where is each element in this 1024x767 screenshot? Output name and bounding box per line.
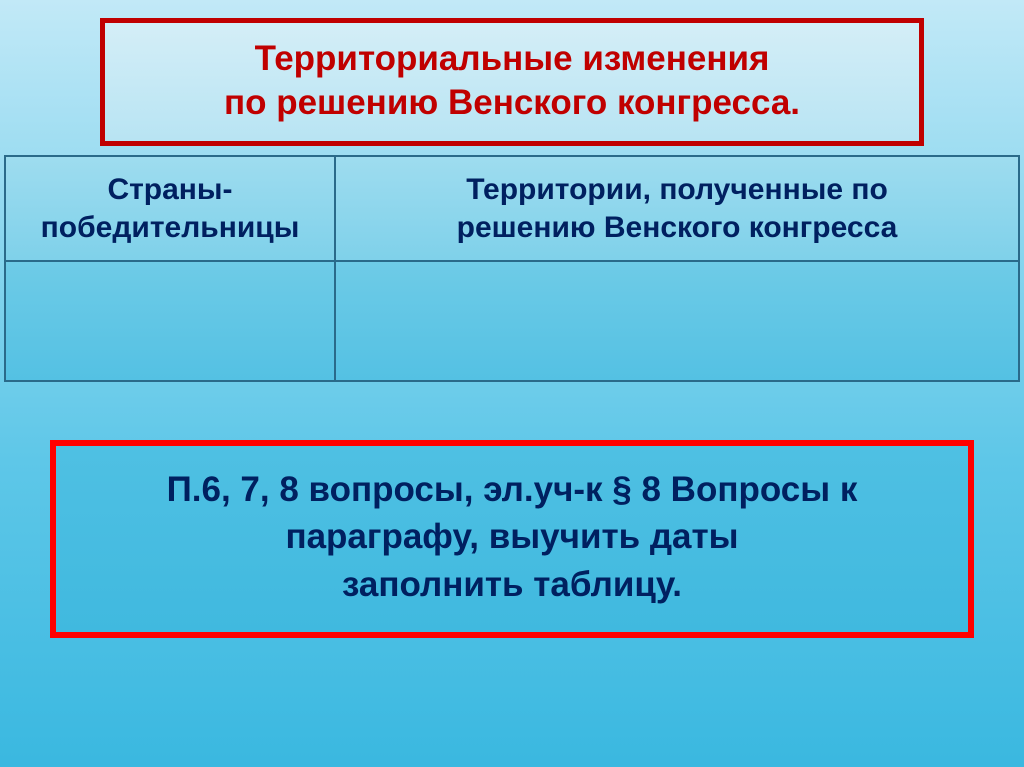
territorial-table: Страны- победительницы Территории, получ… — [4, 155, 1020, 382]
assignment-line3: заполнить таблицу. — [70, 561, 954, 608]
th2-line2: решению Венского конгресса — [457, 211, 898, 244]
title-line2: по решению Венского конгресса. — [115, 81, 909, 125]
assignment-line2: параграфу, выучить даты — [70, 513, 954, 560]
table-header-row: Страны- победительницы Территории, получ… — [5, 156, 1019, 261]
title-line1: Территориальные изменения — [115, 37, 909, 81]
table-cell-countries — [5, 261, 335, 381]
slide: Территориальные изменения по решению Вен… — [0, 0, 1024, 767]
title-box: Территориальные изменения по решению Вен… — [100, 18, 924, 146]
th1-line1: Страны- — [107, 173, 232, 206]
table-header-territories: Территории, полученные по решению Венско… — [335, 156, 1019, 261]
th1-line2: победительницы — [41, 211, 300, 244]
th2-line1: Территории, полученные по — [466, 173, 888, 206]
assignment-line1: П.6, 7, 8 вопросы, эл.уч-к § 8 Вопросы к — [70, 466, 954, 513]
table-cell-territories — [335, 261, 1019, 381]
table-row — [5, 261, 1019, 381]
assignment-box: П.6, 7, 8 вопросы, эл.уч-к § 8 Вопросы к… — [50, 440, 974, 638]
table-header-countries: Страны- победительницы — [5, 156, 335, 261]
